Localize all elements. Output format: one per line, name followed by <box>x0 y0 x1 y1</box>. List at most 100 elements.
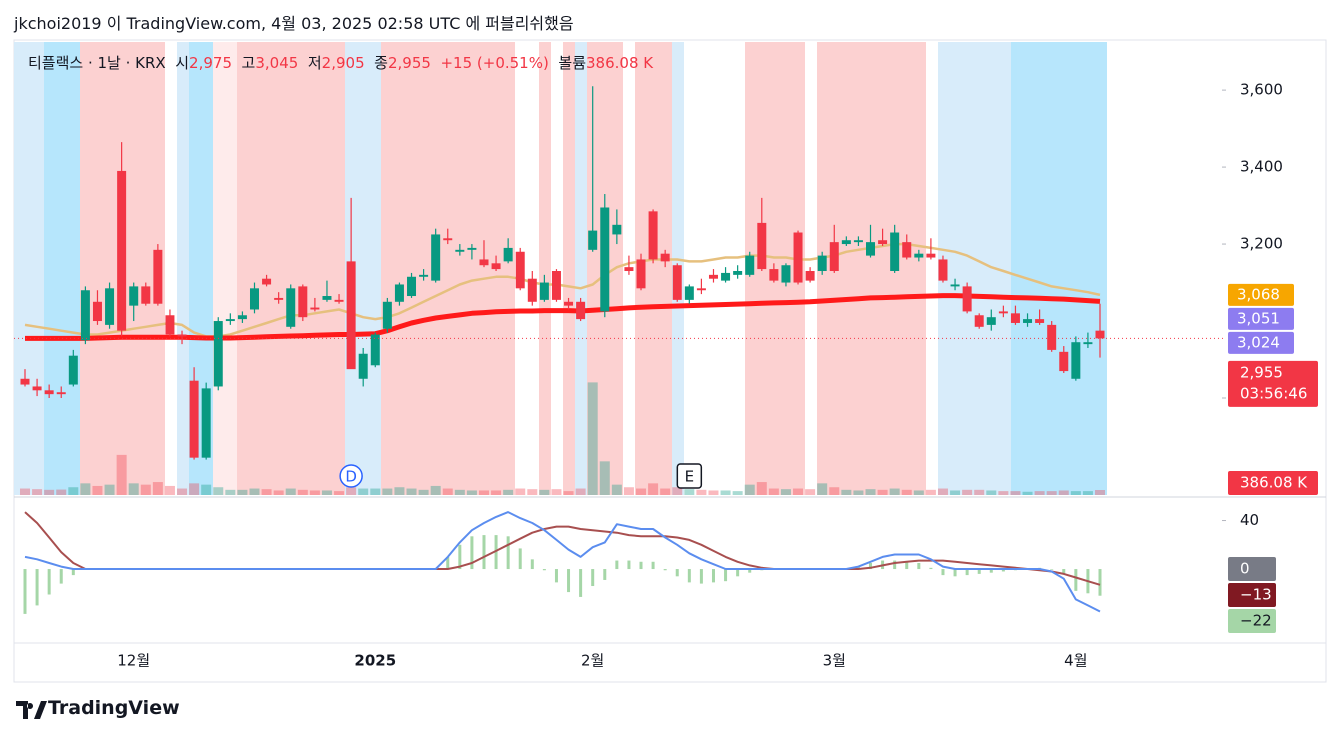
candle-body <box>141 286 151 304</box>
candle-body <box>551 271 561 300</box>
volume-bar <box>962 489 973 495</box>
high-label: 고 <box>241 54 256 72</box>
candle-body <box>745 255 755 275</box>
volume-bar <box>998 491 1009 495</box>
last-price-badge <box>1228 360 1318 407</box>
candle-body <box>781 265 791 283</box>
candle-body <box>1095 330 1105 339</box>
volume-bar <box>925 489 936 495</box>
volume-bar <box>466 490 477 495</box>
volume-bar <box>1095 490 1105 495</box>
price-badge <box>1228 331 1294 354</box>
candle-body <box>588 230 598 250</box>
volume-bar <box>611 484 622 495</box>
volume-bar <box>478 490 489 495</box>
volume-bar <box>563 491 574 495</box>
histogram-bar <box>953 569 957 577</box>
volume-bar <box>382 488 393 495</box>
volume-bar <box>454 489 465 495</box>
countdown: 03:56:46 <box>1240 384 1307 402</box>
histogram-bar <box>603 569 607 580</box>
volume-bar <box>249 488 260 495</box>
volume-bar <box>104 484 115 495</box>
candle-body <box>817 255 827 272</box>
volume-badge-label: 386.08 K <box>1240 474 1308 492</box>
candle-body <box>298 286 308 318</box>
histogram-bar <box>458 544 462 570</box>
volume-bar <box>720 490 731 495</box>
histogram-bar <box>470 536 474 570</box>
candle-body <box>419 274 429 277</box>
volume-label: 볼륨 <box>558 54 586 72</box>
histogram-bar <box>47 569 51 595</box>
volume-bar <box>708 490 719 495</box>
event-label: D <box>345 468 357 486</box>
histogram-bar <box>35 569 39 606</box>
candle-body <box>68 355 78 385</box>
candle-body <box>938 259 948 281</box>
volume-bar <box>418 489 429 495</box>
candle-body <box>443 238 453 241</box>
volume-bar <box>128 483 139 495</box>
volume-bar <box>732 491 743 495</box>
candle-body <box>998 311 1008 314</box>
candle-body <box>117 170 127 331</box>
volume-bar <box>44 489 55 495</box>
volume-bar <box>491 490 502 495</box>
volume-bar <box>841 489 852 495</box>
volume-bar <box>551 489 562 495</box>
candle-body <box>648 211 658 260</box>
histogram-bar <box>651 561 655 570</box>
histogram-bar <box>639 561 643 570</box>
candle-body <box>866 242 876 256</box>
candle-body <box>962 286 972 312</box>
candle-body <box>407 276 417 297</box>
candle-body <box>1059 351 1069 372</box>
histogram-bar <box>736 569 740 577</box>
volume-bar <box>201 484 212 495</box>
moving-average <box>25 293 1101 341</box>
volume-bar <box>853 490 864 495</box>
candle-body <box>672 265 682 300</box>
legend: 티플랙스 · 1날 · KRX 시2,975 고3,045 저2,905 종2,… <box>28 52 653 73</box>
volume-bar <box>321 490 332 495</box>
volume-bar <box>1022 491 1033 495</box>
volume-bar <box>793 488 804 495</box>
candle-body <box>322 296 332 300</box>
volume-bar <box>937 488 948 495</box>
volume-bar <box>56 489 67 495</box>
candle-body <box>153 249 163 304</box>
volume-bar <box>684 489 695 495</box>
open: 2,975 <box>189 54 232 72</box>
histogram-bar <box>965 569 969 576</box>
candle-body <box>129 286 139 306</box>
candle-body <box>853 240 863 243</box>
candle-body <box>793 232 803 283</box>
candle-body <box>600 207 610 312</box>
histogram-bar <box>518 548 522 570</box>
last-price-label: 2,955 <box>1240 363 1283 381</box>
candle-body <box>1071 342 1081 379</box>
histogram-bar <box>71 569 75 576</box>
candle-body <box>890 232 900 272</box>
candle-body <box>1010 313 1020 323</box>
candle-body <box>950 284 960 287</box>
candle-body <box>165 315 175 335</box>
osc-badge-label: −22 <box>1240 612 1272 630</box>
volume: 386.08 K <box>586 54 654 72</box>
volume-bar <box>430 485 441 495</box>
histogram-bar <box>567 569 571 593</box>
candle-body <box>262 278 272 285</box>
histogram-bar <box>579 569 583 597</box>
y-tick-label: 3,200 <box>1240 235 1283 253</box>
candle-body <box>878 240 888 245</box>
histogram-bar <box>663 569 667 571</box>
candle-body <box>189 380 199 458</box>
histogram-bar <box>977 569 981 574</box>
candle-body <box>539 282 549 300</box>
volume-badge <box>1228 471 1318 495</box>
osc-badge-label: −13 <box>1240 586 1272 604</box>
volume-bar <box>32 489 43 495</box>
candle-body <box>201 388 211 458</box>
